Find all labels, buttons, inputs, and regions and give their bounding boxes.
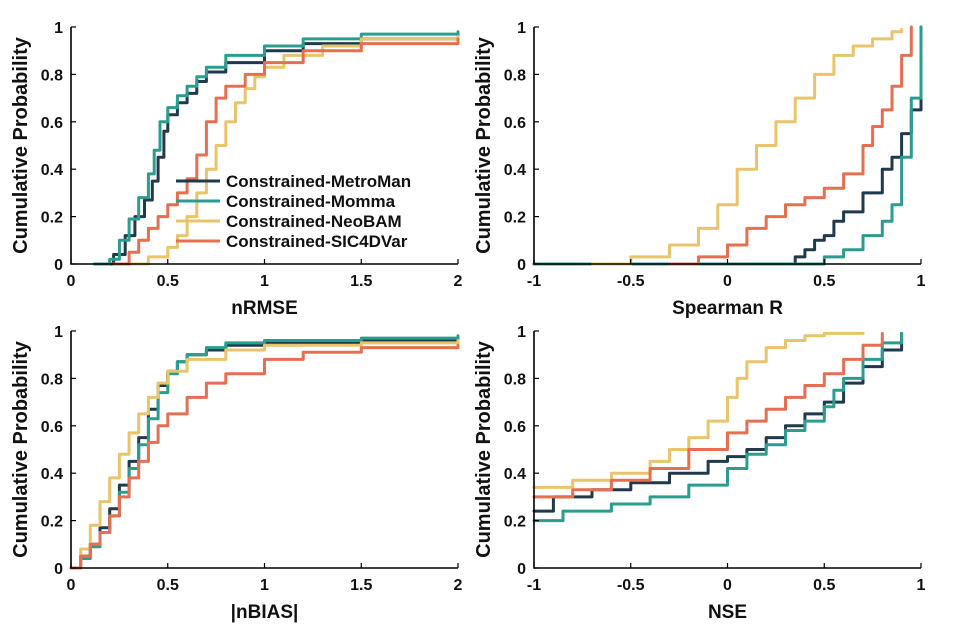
series-line-nrmse-metroman xyxy=(98,32,460,266)
y-tick-label-nse: 1 xyxy=(517,324,526,341)
series-line-nrmse-neobam xyxy=(127,35,460,266)
legend-label-metroman: Constrained-MetroMan xyxy=(226,172,411,191)
y-tick-label-nse: 0.4 xyxy=(504,466,526,483)
x-tick-label-nrmse: 0 xyxy=(67,273,76,290)
y-tick-label-nse: 0.2 xyxy=(504,514,526,531)
series-line-nse-sic4dvar xyxy=(532,331,884,499)
x-tick-label-nbias: 0.5 xyxy=(157,577,179,594)
x-tick-label-nse: 0 xyxy=(723,577,732,594)
y-tick-label-spearman: 0.2 xyxy=(504,210,526,227)
y-tick-label-nrmse: 0.4 xyxy=(41,162,63,179)
series-line-nrmse-momma xyxy=(92,30,460,266)
y-axis-label-nrmse: Cumulative Probability xyxy=(10,36,32,254)
x-tick-label-nbias: 1 xyxy=(260,577,269,594)
series-line-nbias-sic4dvar xyxy=(69,343,460,570)
y-axis-label-nbias: Cumulative Probability xyxy=(10,340,32,558)
y-tick-label-spearman: 0.8 xyxy=(504,67,526,84)
series-line-spearman-metroman xyxy=(532,25,923,266)
x-axis-label-nbias: |nBIAS| xyxy=(231,602,299,623)
x-tick-label-spearman: 1 xyxy=(917,273,926,290)
series-line-nbias-neobam xyxy=(69,339,460,570)
x-tick-label-nrmse: 2 xyxy=(454,273,463,290)
y-tick-label-nrmse: 0.6 xyxy=(41,115,63,132)
y-tick-label-nrmse: 0 xyxy=(54,257,63,274)
x-tick-label-spearman: -1 xyxy=(527,273,541,290)
y-tick-label-nbias: 0.6 xyxy=(41,419,63,436)
x-axis-label-nse: NSE xyxy=(708,602,747,623)
y-tick-label-nrmse: 0.8 xyxy=(41,67,63,84)
y-tick-label-spearman: 1 xyxy=(517,20,526,37)
x-tick-label-nbias: 2 xyxy=(454,577,463,594)
y-tick-label-nrmse: 0.2 xyxy=(41,210,63,227)
series-line-nrmse-sic4dvar xyxy=(112,37,460,266)
x-tick-label-nrmse: 0.5 xyxy=(157,273,179,290)
x-tick-label-nrmse: 1 xyxy=(260,273,269,290)
y-tick-label-nse: 0 xyxy=(517,561,526,578)
legend: Constrained-MetroManConstrained-MommaCon… xyxy=(176,172,411,251)
y-tick-label-spearman: 0.4 xyxy=(504,162,526,179)
x-tick-label-spearman: -0.5 xyxy=(617,273,645,290)
y-tick-label-nbias: 1 xyxy=(54,324,63,341)
legend-label-momma: Constrained-Momma xyxy=(226,192,396,211)
y-tick-label-nbias: 0 xyxy=(54,561,63,578)
y-tick-label-nse: 0.6 xyxy=(504,419,526,436)
series-line-spearman-sic4dvar xyxy=(668,25,913,266)
x-axis-label-nrmse: nRMSE xyxy=(231,298,298,319)
x-axis-label-spearman: Spearman R xyxy=(672,298,783,319)
series-line-nse-momma xyxy=(532,331,904,523)
y-axis-label-nse: Cumulative Probability xyxy=(473,340,495,558)
y-tick-label-nbias: 0.2 xyxy=(41,514,63,531)
y-axis-label-spearman: Cumulative Probability xyxy=(473,36,495,254)
series-line-spearman-momma xyxy=(532,25,923,266)
x-tick-label-nbias: 1.5 xyxy=(350,577,372,594)
legend-label-neobam: Constrained-NeoBAM xyxy=(226,212,402,231)
x-tick-label-nse: 1 xyxy=(917,577,926,594)
panel-nrmse: 0 0.5 1 1.5 2 0 0.2 0.4 0.6 0.8 1 nRMSE Cumulative P… xyxy=(10,20,463,319)
x-tick-label-spearman: 0.5 xyxy=(813,273,835,290)
y-tick-label-nse: 0.8 xyxy=(504,371,526,388)
panel-nbias: 0 0.5 1 1.5 2 0 0.2 0.4 0.6 0.8 1 |nBIAS| Cumulative… xyxy=(10,324,463,623)
y-tick-label-nrmse: 1 xyxy=(54,20,63,37)
y-tick-label-nbias: 0.8 xyxy=(41,371,63,388)
panel-nse: -1 -0.5 0 0.5 1 0 0.2 0.4 0.6 0.8 1 NSE Cumulative P… xyxy=(473,324,926,623)
x-tick-label-nbias: 0 xyxy=(67,577,76,594)
y-tick-label-spearman: 0.6 xyxy=(504,115,526,132)
x-tick-label-nse: -0.5 xyxy=(617,577,645,594)
x-tick-label-nse: 0.5 xyxy=(813,577,835,594)
y-tick-label-nbias: 0.4 xyxy=(41,466,63,483)
legend-label-sic4dvar: Constrained-SIC4DVar xyxy=(226,232,408,251)
y-tick-label-spearman: 0 xyxy=(517,257,526,274)
x-tick-label-spearman: 0 xyxy=(723,273,732,290)
panel-spearman: -1 -0.5 0 0.5 1 0 0.2 0.4 0.6 0.8 1 Spearman R Cumul… xyxy=(473,20,926,319)
x-tick-label-nrmse: 1.5 xyxy=(350,273,372,290)
series-line-nse-neobam xyxy=(532,331,865,489)
x-tick-label-nse: -1 xyxy=(527,577,541,594)
series-line-spearman-neobam xyxy=(590,27,904,266)
